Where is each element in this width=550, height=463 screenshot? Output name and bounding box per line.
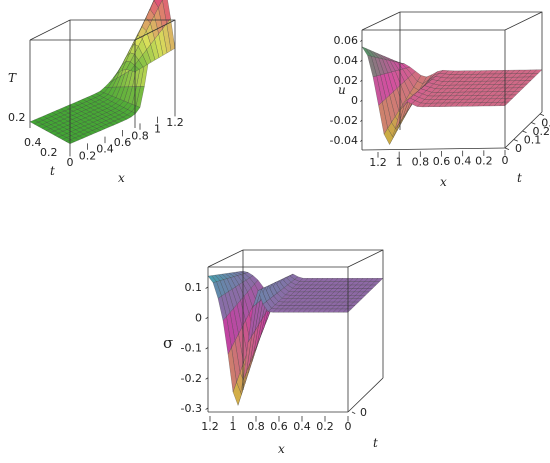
plot-sigma-x-ticklabel: 0.2	[316, 420, 334, 433]
plot-T-t-axis: 0.4 0.2 t	[24, 136, 58, 178]
plot-T-ttick: 0.2	[40, 146, 58, 159]
plot-sigma-x-ticklabel: 1.2	[201, 420, 219, 433]
plot-u-z-ticklabel: -0.02	[330, 114, 358, 127]
plot-sigma-z-tickmark	[205, 407, 209, 410]
surface-cell	[207, 275, 217, 283]
plot-u-x-ticklabel: 1.2	[369, 156, 387, 169]
plot-T: T 0.2 00.20.40.60.811.2 x 0.4 0.2 t	[8, 0, 184, 185]
plot-u-z-ticklabel: 0.02	[334, 74, 359, 87]
plot-u-z-ticklabel: 0	[351, 94, 358, 107]
surface-cell	[361, 46, 372, 57]
plot-u-t-tickmark	[513, 139, 518, 142]
plot-sigma-z-tickmark	[205, 347, 209, 350]
plot-u-t-ticklabel: 0	[515, 142, 522, 155]
plot-sigma-z-tickmark	[205, 377, 209, 380]
plot-sigma-z-ticklabel: 0.1	[185, 281, 203, 294]
plot-u-x-ticklabel: 1	[396, 156, 403, 169]
plot-sigma-zlabel: σ	[163, 334, 173, 352]
plot-u-t-ticklabel: 0.1	[524, 134, 542, 147]
plot-u-t-tickmark	[504, 147, 510, 150]
plot-T-x-ticklabel: 0.8	[131, 129, 149, 142]
plot-sigma-tlabel: t	[373, 436, 378, 450]
plot-sigma-z-ticklabel: -0.3	[181, 402, 202, 415]
plot-sigma-z-ticklabel: -0.2	[181, 372, 202, 385]
plot-T-tlabel: t	[50, 164, 55, 178]
plot-u: 0.060.040.020-0.02-0.04 u 1.2 1 0.8 0.6 0.4 0…	[330, 11, 550, 189]
plot-u-z-tickmark	[360, 39, 363, 42]
plot-sigma-xlabel: x	[278, 442, 285, 456]
plot-u-tlabel: t	[517, 171, 522, 185]
plot-sigma-x-ticklabel: 0	[345, 420, 352, 433]
plot-u-x-ticklabel: 0	[502, 154, 509, 167]
plot-T-xlabel: x	[118, 171, 125, 185]
plot-T-z-axis: T 0.2	[8, 71, 26, 124]
plot-u-t-axis: 00.10.20.30.4	[504, 113, 550, 155]
plot-u-z-axis: 0.06 0.04 0.02 0 -0.02 -0.04	[330, 34, 363, 147]
plot-u-xlabel: x	[440, 175, 447, 189]
plot-T-box	[29, 19, 176, 150]
plot-u-z-ticklabel: 0.06	[334, 34, 359, 47]
plot-sigma-x-ticklabel: 0.8	[247, 420, 265, 433]
plot-u-x-ticklabel: 0.8	[412, 155, 430, 168]
plot-u-t-tickmark	[522, 130, 527, 133]
plot-T-zlabel: T	[8, 71, 17, 85]
plot-T-x-ticklabel: 1.2	[166, 116, 184, 129]
plot-sigma-x-axis: 1.2 1 0.8 0.6 0.4 0.2 0	[201, 416, 352, 433]
plot-T-x-ticklabel: 0.4	[96, 143, 114, 156]
plot-u-z-ticklabel: 0.04	[334, 54, 359, 67]
plot-sigma-t-ticklabel: 0	[360, 406, 367, 419]
plot-u-z-tickmark	[360, 79, 363, 82]
plot-T-x-ticklabel: 1	[154, 123, 161, 136]
plot-T-surface	[29, 0, 176, 144]
plot-u-z-tickmark	[360, 139, 363, 142]
plot-T-x-ticklabel: 0	[67, 156, 74, 169]
plot-T-x-axis: 0 0.20.40.60.8 1 1.2	[67, 110, 184, 169]
plot-u-x-ticklabel: 0.2	[475, 154, 493, 167]
plot-sigma-x-ticklabel: 0.6	[270, 420, 288, 433]
plot-sigma-z-axis: 0.1 0 -0.1 -0.2 -0.3	[181, 281, 209, 415]
plot-T-x-ticklabel: 0.6	[114, 136, 132, 149]
plot-T-ztick: 0.2	[8, 111, 26, 124]
surface-cell	[29, 119, 39, 125]
plot-u-t-ticklabel: 0.2	[533, 125, 550, 138]
plot-sigma-surface	[207, 270, 384, 406]
plot-sigma-x-ticklabel: 1	[230, 420, 237, 433]
plot-u-t-ticklabel: 0.3	[541, 117, 550, 130]
plot-u-x-ticklabel: 0.4	[454, 155, 472, 168]
plot-sigma-z-tickmark	[205, 286, 209, 289]
plot-u-z-tickmark	[360, 119, 363, 122]
plot-sigma-x-ticklabel: 0.4	[293, 420, 311, 433]
plot-u-z-tickmark	[360, 59, 363, 62]
plot-u-x-ticklabel: 0.6	[433, 155, 451, 168]
plot-u-surface	[361, 46, 543, 145]
plot-T-ttick: 0.4	[24, 136, 42, 149]
plot-u-x-axis: 1.2 1 0.8 0.6 0.4 0.2 0	[369, 150, 509, 169]
plot-u-z-ticklabel: -0.04	[330, 134, 358, 147]
plot-u-zlabel: u	[338, 83, 346, 97]
plot-u-t-tickmark	[539, 113, 545, 116]
plot-sigma-t-tickmark	[351, 411, 356, 414]
plot-u-z-tickmark	[360, 99, 363, 102]
plot-sigma-box	[207, 249, 384, 413]
plot-u-box	[361, 11, 543, 151]
plot-T-x-ticklabel: 0.2	[79, 149, 97, 162]
plot-sigma-t-axis: 0	[351, 406, 367, 419]
plot-sigma-z-tickmark	[205, 316, 209, 320]
plot-sigma-z-ticklabel: 0	[195, 311, 202, 324]
plot-u-t-tickmark	[531, 122, 536, 125]
plot-sigma-z-ticklabel: -0.1	[181, 342, 202, 355]
plot-sigma: 0.1 0 -0.1 -0.2 -0.3 σ 1.2 1 0.8 0.6 0.4 0.2 0 x 0…	[163, 249, 384, 456]
